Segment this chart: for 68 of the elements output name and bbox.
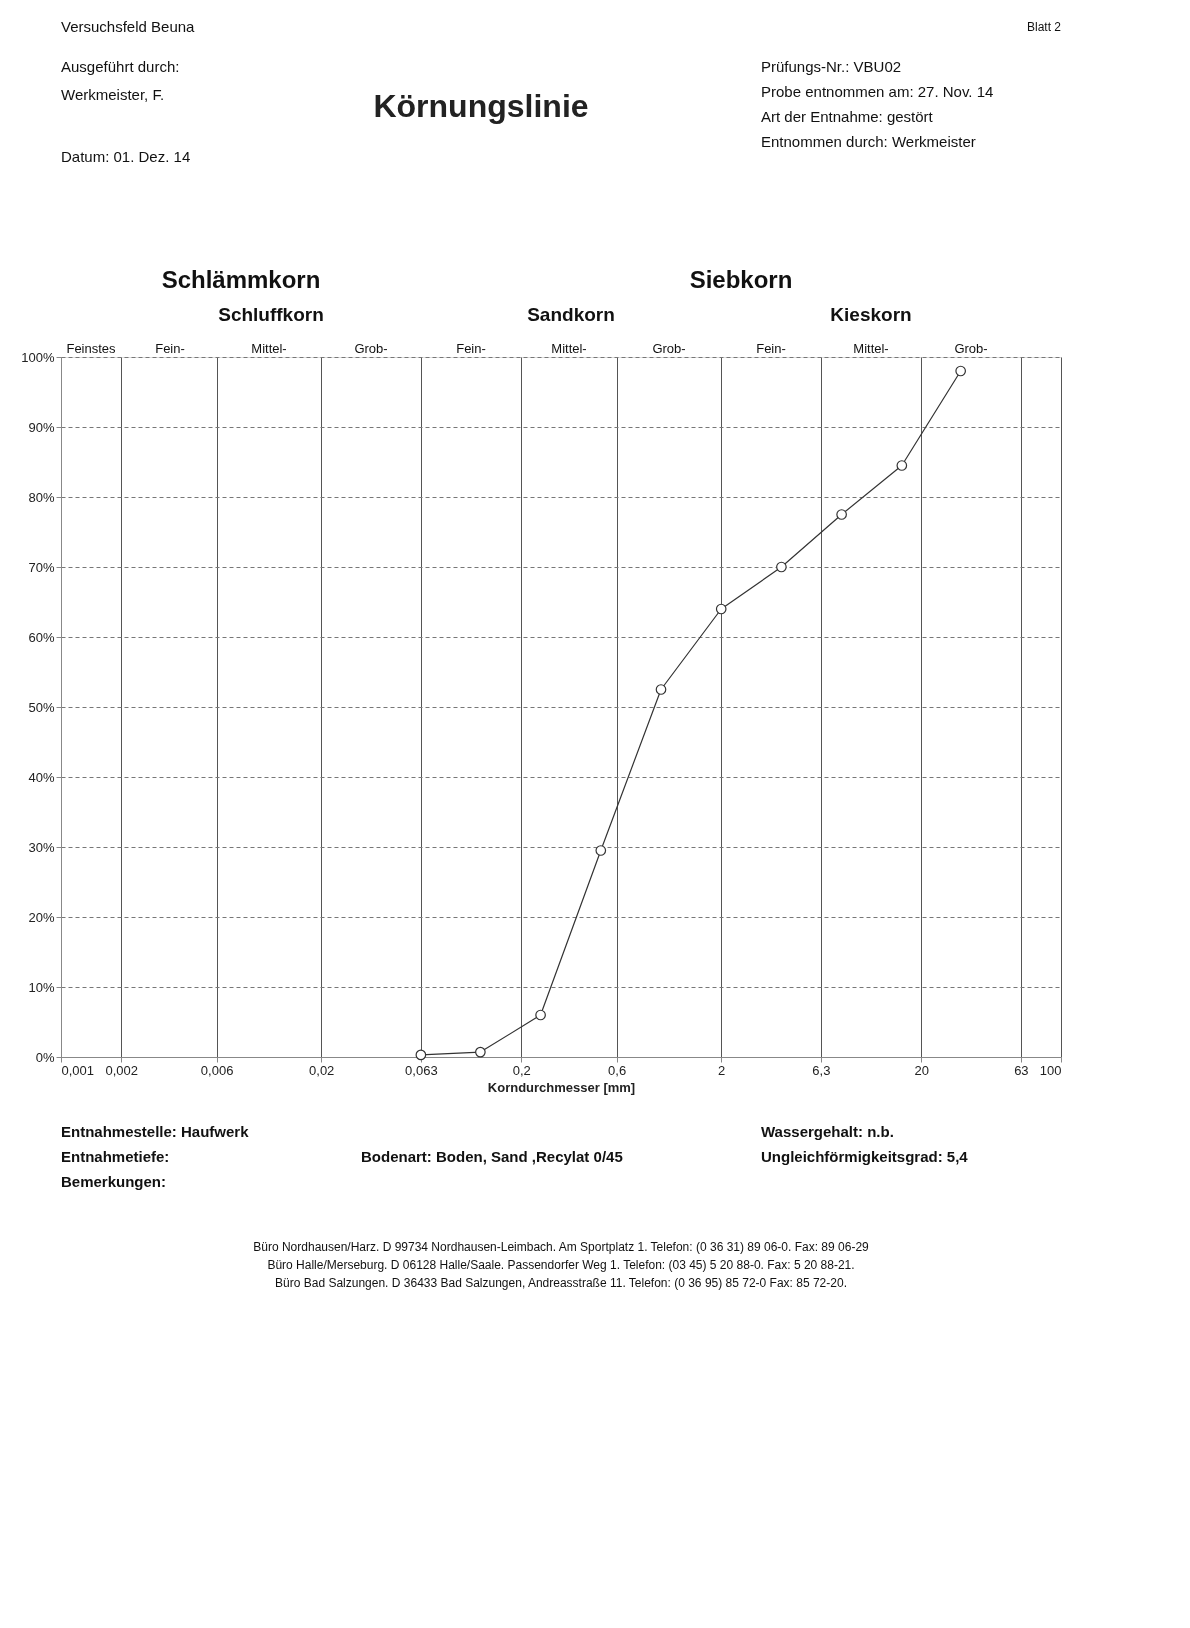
y-tick-label: 100% bbox=[21, 349, 55, 365]
text: Blatt 2 bbox=[1026, 20, 1062, 34]
text: Entnahmetiefe: bbox=[61, 1148, 170, 1165]
y-tick-label: 40% bbox=[28, 769, 55, 785]
text: Art der Entnahme: gestört bbox=[761, 108, 934, 125]
x-tick-label: 2 bbox=[718, 1062, 726, 1078]
text: Büro Bad Salzungen. D 36433 Bad Salzungen, Andreasstraße 11. Telefon: (0 36 95) 85 72-0 Fax: 85 72-20. bbox=[275, 1276, 847, 1290]
y-tick-label: 90% bbox=[28, 419, 55, 435]
point bbox=[535, 1009, 546, 1021]
x-tick-label: 0,006 bbox=[200, 1062, 234, 1078]
text: Feinstes bbox=[66, 341, 117, 356]
text: Schlämmkorn bbox=[161, 266, 321, 293]
text: Datum: 01. Dez. 14 bbox=[61, 148, 191, 165]
point bbox=[715, 603, 727, 615]
x-tick-label: 0,02 bbox=[309, 1062, 335, 1078]
text: Grob- bbox=[652, 341, 686, 356]
text: Büro Halle/Merseburg. D 06128 Halle/Saale. Passendorfer Weg 1. Telefon: (03 45) 5 20 88-0. Fax: 5 20 88-21. bbox=[267, 1258, 855, 1272]
text: Mittel- bbox=[551, 341, 587, 356]
text: Bodenart: Boden, Sand ,Recylat 0/45 bbox=[361, 1148, 623, 1165]
y-tick-label: 50% bbox=[28, 699, 55, 715]
y-tick-label: 0% bbox=[35, 1049, 55, 1065]
point bbox=[955, 365, 967, 377]
text: Grob- bbox=[354, 341, 388, 356]
text: Grob- bbox=[954, 341, 988, 356]
text: Ausgeführt durch: bbox=[61, 58, 180, 75]
x-tick-label: 6,3 bbox=[812, 1062, 831, 1078]
x-tick-label: 63 bbox=[1014, 1062, 1029, 1078]
text: Mittel- bbox=[251, 341, 287, 356]
text: Fein- bbox=[456, 341, 486, 356]
text: Schluffkorn bbox=[218, 304, 324, 325]
point bbox=[776, 561, 787, 573]
point bbox=[655, 684, 667, 695]
text: Werkmeister, F. bbox=[61, 86, 165, 103]
text: Fein- bbox=[756, 341, 786, 356]
y-tick-label: 70% bbox=[28, 559, 55, 575]
point bbox=[896, 460, 908, 471]
text: Prüfungs-Nr.: VBU02 bbox=[761, 58, 902, 75]
text: Entnahmestelle: Haufwerk bbox=[61, 1123, 250, 1140]
text: Bemerkungen: bbox=[61, 1173, 167, 1190]
text: Entnommen durch: Werkmeister bbox=[761, 133, 976, 150]
x-tick-label: 0,6 bbox=[608, 1062, 627, 1078]
y-tick-label: 30% bbox=[28, 839, 55, 855]
text: Fein- bbox=[155, 341, 185, 356]
x-tick-label: 20 bbox=[914, 1062, 929, 1078]
point bbox=[475, 1046, 486, 1058]
text: Mittel- bbox=[853, 341, 889, 356]
x-tick-label: 100 bbox=[1039, 1062, 1062, 1078]
y-tick-label: 10% bbox=[28, 979, 55, 995]
point bbox=[415, 1049, 427, 1061]
x-tick-label: 0,002 bbox=[105, 1062, 138, 1078]
text: Ungleichförmigkeitsgrad: 5,4 bbox=[761, 1148, 969, 1165]
x-tick-label: 0,001 bbox=[61, 1062, 95, 1078]
x-axis-title: Korndurchmesser [mm] bbox=[487, 1079, 636, 1095]
text: Büro Nordhausen/Harz. D 99734 Nordhausen-Leimbach. Am Sportplatz 1. Telefon: (0 36 31) 89 06-0. Fax: 89 06-29 bbox=[253, 1240, 870, 1254]
text: Siebkorn bbox=[689, 266, 793, 293]
point bbox=[595, 845, 607, 856]
x-tick-label: 0,2 bbox=[512, 1062, 531, 1078]
text: Wassergehalt: n.b. bbox=[761, 1123, 894, 1140]
x-tick-label: 0,063 bbox=[405, 1062, 438, 1078]
text: Versuchsfeld Beuna bbox=[61, 18, 196, 35]
y-tick-label: 60% bbox=[28, 629, 55, 645]
chart-title: Körnungslinie bbox=[373, 88, 589, 124]
text: Kieskorn bbox=[830, 304, 912, 325]
text: Probe entnommen am: 27. Nov. 14 bbox=[761, 83, 994, 100]
point bbox=[836, 509, 847, 520]
y-tick-label: 20% bbox=[28, 909, 55, 925]
y-tick-label: 80% bbox=[28, 489, 55, 505]
text: Sandkorn bbox=[527, 304, 615, 325]
